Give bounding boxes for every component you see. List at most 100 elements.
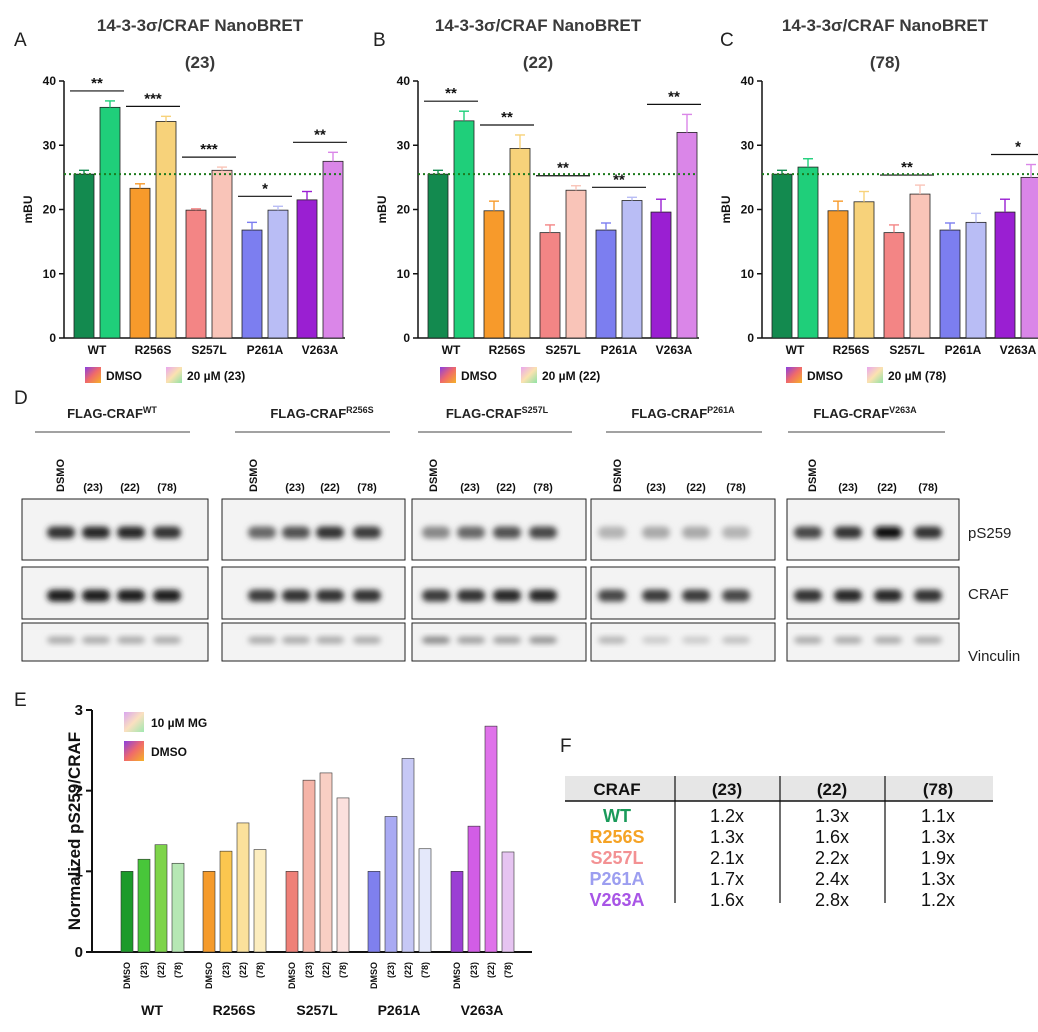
sig-marker-a-p261a: * [262,180,268,197]
legend-label-dmso-c: DMSO [807,369,843,383]
bar-a-wt-dmso [73,173,95,339]
legend-swatch-cpd-b [521,367,537,383]
blot-lane-label-0-3: (78) [157,482,177,494]
lane-label-e-p261a-2: (22) [403,962,413,978]
blot-band-craf-4-1 [834,589,862,602]
blot-group-title-2: FLAG-CRAFS257L [446,405,549,421]
blot-row-label-vinculin: Vinculin [968,648,1020,665]
x-tick-label-a-p261a: P261A [247,343,284,357]
blot-band-ps259-1-1 [282,526,310,539]
x-tick-label-e-wt: WT [141,1002,163,1018]
x-tick-label-a-wt: WT [88,343,107,357]
bar-e-s257l-1 [302,779,316,953]
blot-band-craf-3-2 [682,589,710,602]
bar-e-wt-3 [171,862,185,953]
sig-marker-a-v263a: ** [314,126,326,143]
blot-lane-label-4-0: DSMO [807,459,819,492]
lane-label-e-v263a-1: (23) [469,962,479,978]
lane-label-e-s257l-0: DMSO [287,962,297,989]
table-cell-p261a-2: 1.3x [921,869,955,889]
lane-label-e-r256s-2: (22) [238,962,248,978]
bar-a-s257l-dmso [185,209,207,339]
blot-band-vinculin-3-1 [642,636,670,644]
bar-e-p261a-3 [418,848,432,953]
blot-band-craf-0-2 [117,589,145,602]
bar-a-p261a-dmso [241,229,263,339]
table-header-band [565,776,993,801]
table-cell-wt-2: 1.1x [921,806,955,826]
blot-group-title-1: FLAG-CRAFR256S [270,405,373,421]
lane-label-e-wt-3: (78) [173,962,183,978]
table-header-23: (23) [712,780,742,799]
bar-e-wt-1 [137,858,151,953]
blot-band-vinculin-2-0 [422,636,450,644]
panel-label-c: C [720,30,734,51]
bar-c-v263a-dmso [994,211,1016,339]
table-cell-s257l-1: 2.2x [815,848,849,868]
blot-band-ps259-4-0 [794,526,822,539]
bar-b-r256s-compound [509,148,531,339]
blot-band-vinculin-4-0 [794,636,822,644]
blot-band-craf-0-1 [82,589,110,602]
y-tick-label-b-3: 30 [397,138,411,152]
panel-label-e: E [14,690,27,711]
lane-label-e-p261a-3: (78) [420,962,430,978]
lane-label-e-r256s-0: DMSO [204,962,214,989]
blot-band-vinculin-3-2 [682,636,710,644]
bar-e-s257l-0 [285,871,299,953]
panel-label-d: D [14,388,28,409]
legend-swatch-dmso-e [124,741,144,761]
bar-b-r256s-dmso [483,210,505,339]
blot-band-vinculin-2-2 [493,636,521,644]
y-tick-label-e-1: 1 [75,863,83,880]
bar-e-r256s-2 [236,822,250,953]
blot-band-ps259-1-2 [316,526,344,539]
bar-b-s257l-compound [565,189,587,339]
x-tick-label-e-r256s: R256S [213,1002,256,1018]
blot-band-ps259-3-2 [682,526,710,539]
bar-b-s257l-dmso [539,232,561,339]
lane-label-e-s257l-3: (78) [338,962,348,978]
y-tick-label-e-3: 3 [75,702,83,719]
table-cell-v263a-1: 2.8x [815,890,849,910]
x-tick-label-c-wt: WT [786,343,805,357]
blot-lane-label-1-0: DSMO [248,459,260,492]
blot-row-label-ps259: pS259 [968,525,1011,542]
blot-band-vinculin-1-2 [316,636,344,644]
chart-subtitle-b: (22) [523,53,553,72]
legend-label-dmso-b: DMSO [461,369,497,383]
bar-b-wt-compound [453,120,475,339]
legend-swatch-cpd-a [166,367,182,383]
y-axis-label-a: mBU [21,195,35,223]
x-tick-label-b-s257l: S257L [545,343,580,357]
legend-swatch-dmso-c [786,367,802,383]
blot-lane-label-1-1: (23) [285,482,305,494]
legend-label-cpd-b: 20 µM (22) [542,369,600,383]
panel-label-a: A [14,30,27,51]
blot-band-vinculin-0-1 [82,636,110,644]
legend-swatch-dmso-a [85,367,101,383]
table-cell-v263a-2: 1.2x [921,890,955,910]
bar-e-r256s-0 [202,871,216,953]
bar-c-s257l-dmso [883,232,905,339]
lane-label-e-r256s-1: (23) [221,962,231,978]
table-cell-s257l-2: 1.9x [921,848,955,868]
blot-band-ps259-2-0 [422,526,450,539]
y-tick-label-c-3: 30 [741,138,755,152]
bar-a-v263a-compound [322,160,344,339]
table-cell-r256s-1: 1.6x [815,827,849,847]
y-tick-label-b-2: 20 [397,203,411,217]
blot-band-ps259-1-0 [248,526,276,539]
bar-e-p261a-1 [384,816,398,953]
x-tick-label-b-p261a: P261A [601,343,638,357]
blot-group-superscript-3: P261A [707,405,735,415]
blot-band-ps259-4-2 [874,526,902,539]
blot-band-craf-4-0 [794,589,822,602]
y-axis-label-c: mBU [719,195,733,223]
table-cell-p261a-1: 2.4x [815,869,849,889]
bar-e-v263a-3 [501,851,515,953]
lane-label-e-s257l-2: (22) [321,962,331,978]
table-cell-p261a-0: 1.7x [710,869,744,889]
x-tick-label-a-r256s: R256S [135,343,172,357]
